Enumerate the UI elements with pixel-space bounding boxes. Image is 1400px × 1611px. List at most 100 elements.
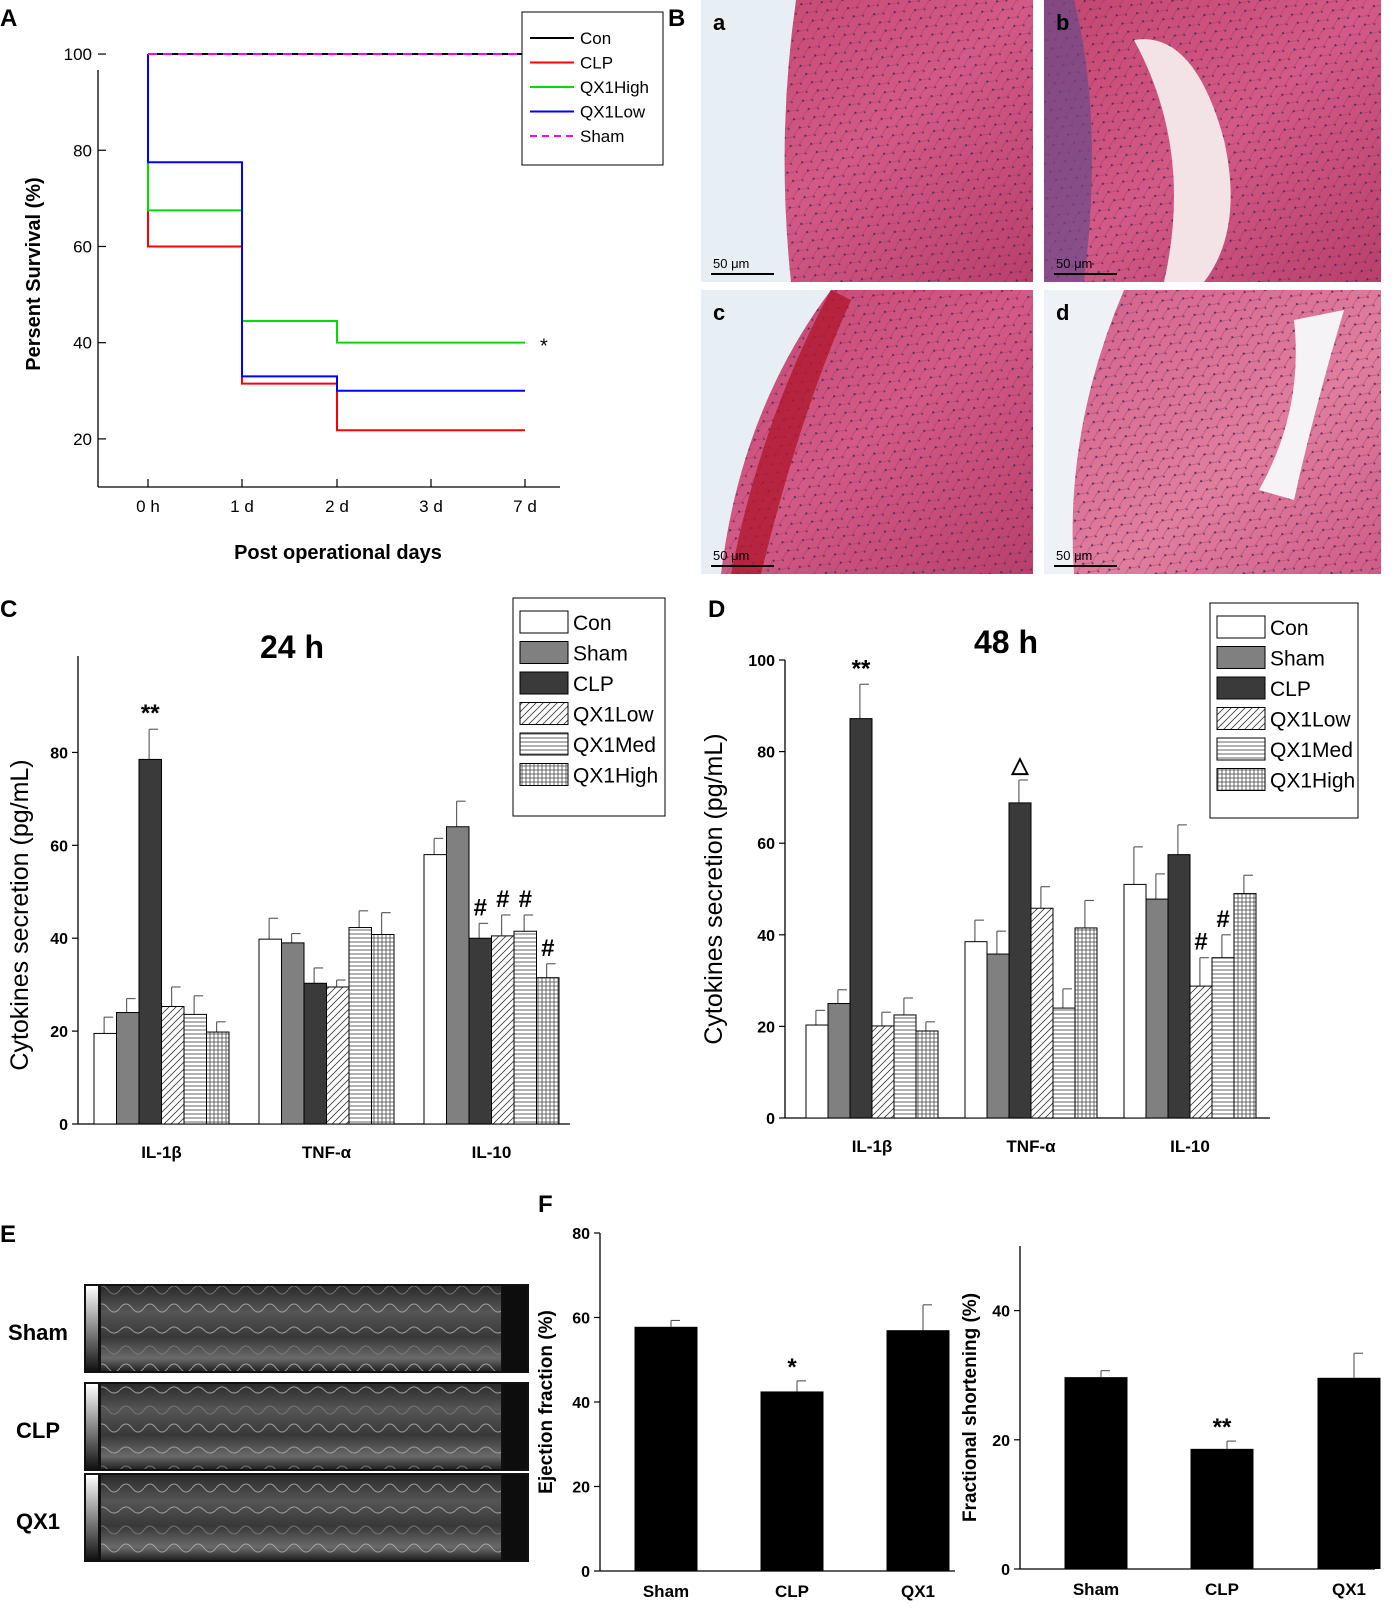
x-tick-label: 2 d (325, 497, 349, 516)
legend-label: QX1Low (573, 704, 654, 727)
x-tick-label: CLP (775, 1582, 809, 1601)
histology-panel: a 50 μm b 50 μm c 50 μm d 50 μm (701, 0, 1381, 574)
y-tick-label: 20 (73, 430, 92, 449)
x-tick-label: TNF-α (1006, 1137, 1056, 1156)
bar-clp (303, 982, 327, 1125)
panel-label-c: C (0, 596, 17, 623)
x-tick-label: CLP (1205, 1580, 1239, 1599)
depth-scale (503, 1475, 527, 1560)
bar-qx1low (871, 1025, 895, 1119)
legend-label: QX1Low (580, 103, 646, 122)
bar-qx1low (161, 1005, 185, 1125)
series-line-clp (147, 54, 525, 432)
series-line-qx1low (147, 54, 525, 392)
panel-label-e: E (0, 1221, 16, 1248)
micrograph-a: a 50 μm (701, 0, 1033, 282)
legend-label: CLP (580, 54, 613, 73)
cytokine-chart-24h: 0 20 40 60 80 Cytokines secretion (pg/mL) 24 h… (6, 597, 666, 1162)
y-tick-label: 40 (73, 334, 92, 353)
significance-mark: ** (141, 700, 160, 727)
panel-label-f: F (538, 1191, 553, 1218)
y-tick-label: 0 (766, 1111, 775, 1128)
legend-label: Con (573, 612, 612, 635)
y-tick-label: 60 (757, 836, 775, 853)
echo-strip-clp: CLP (16, 1382, 529, 1471)
bar-qx1low (1189, 985, 1213, 1119)
legend-label: Sham (573, 643, 628, 666)
bar-qx1med (893, 1014, 917, 1119)
echocardiogram-panel: Sham CLP QX1 (8, 1284, 529, 1562)
panel-label-b: B (668, 5, 685, 32)
x-tick-label: QX1 (1332, 1580, 1366, 1599)
grayscale-bar (86, 1384, 98, 1469)
y-tick-label: 80 (50, 745, 68, 762)
echo-row-label: QX1 (16, 1509, 60, 1534)
x-tick-label: QX1 (901, 1582, 935, 1601)
bar-qx1 (886, 1330, 950, 1571)
chart-title: 48 h (974, 624, 1038, 660)
bar-clp (468, 937, 492, 1125)
y-tick-label: 20 (992, 1433, 1010, 1450)
significance-mark: # (519, 886, 532, 913)
y-axis-label: Cytokines secretion (pg/mL) (700, 733, 728, 1044)
bar-con (93, 1032, 117, 1125)
x-tick-label: IL-1β (852, 1137, 893, 1156)
x-tick-label: IL-1β (141, 1143, 182, 1162)
cytokine-chart-48h: 0 20 40 60 80 100 Cytokines secretion (pg/mL) 4… (700, 602, 1359, 1156)
background-area (1044, 290, 1124, 574)
legend-swatch (519, 763, 569, 786)
x-tick-label: 0 h (136, 497, 160, 516)
fractional-shortening-chart: 0 20 40 Fractional shortening (%) Sham CLP QX1… (960, 1246, 1381, 1599)
echo-waveform (101, 1286, 501, 1371)
legend-label: QX1High (573, 765, 658, 788)
significance-mark: # (496, 886, 509, 913)
y-tick-label: 80 (73, 141, 92, 160)
y-tick-label: 100 (748, 653, 775, 670)
bar-con (1123, 883, 1147, 1119)
significance-mark: ** (852, 655, 871, 682)
chart-title: 24 h (260, 629, 324, 665)
significance-mark: # (1216, 906, 1229, 933)
y-tick-label: 40 (992, 1304, 1010, 1321)
x-axis-label: Post operational days (234, 542, 442, 564)
micrograph-label: d (1056, 300, 1069, 325)
significance-mark: * (787, 1354, 797, 1381)
bar-con (258, 938, 282, 1125)
bar-qx1high (371, 934, 395, 1125)
vessel-lumen (1134, 39, 1231, 282)
legend-label: QX1Med (1270, 739, 1353, 762)
depth-scale (503, 1286, 527, 1371)
bar-qx1high (206, 1031, 230, 1125)
y-tick-label: 80 (572, 1226, 590, 1243)
bar-sham (634, 1326, 698, 1571)
bar-qx1high (1233, 893, 1257, 1119)
y-axis-label: Persent Survival (%) (23, 177, 45, 370)
legend-label: QX1High (580, 78, 649, 97)
scale-bar-label: 50 μm (1056, 548, 1092, 563)
significance-mark: △ (1011, 752, 1030, 777)
y-tick-label: 100 (64, 45, 92, 64)
series-line-qx1high (147, 54, 525, 344)
grayscale-bar (86, 1475, 98, 1560)
x-tick-label: 1 d (230, 497, 254, 516)
legend-swatch (519, 702, 569, 725)
bar-qx1low (326, 986, 350, 1125)
bar-clp (1190, 1448, 1254, 1569)
legend-swatch (519, 641, 569, 664)
legend-swatch (1216, 768, 1266, 791)
x-tick-label: 3 d (419, 497, 443, 516)
depth-scale (503, 1384, 527, 1469)
bar-clp (138, 758, 162, 1125)
legend-label: CLP (1270, 678, 1311, 701)
significance-mark: ** (1213, 1414, 1232, 1441)
significance-mark: # (541, 935, 554, 962)
micrograph-b: b 50 μm (1044, 0, 1381, 282)
micrograph-d: d 50 μm (1044, 290, 1381, 574)
epicardium (1044, 0, 1092, 282)
y-tick-label: 60 (73, 237, 92, 256)
micrograph-label: a (713, 10, 726, 35)
significance-mark: * (540, 336, 548, 358)
echo-row-label: Sham (8, 1320, 68, 1345)
legend-swatch (1216, 707, 1266, 730)
